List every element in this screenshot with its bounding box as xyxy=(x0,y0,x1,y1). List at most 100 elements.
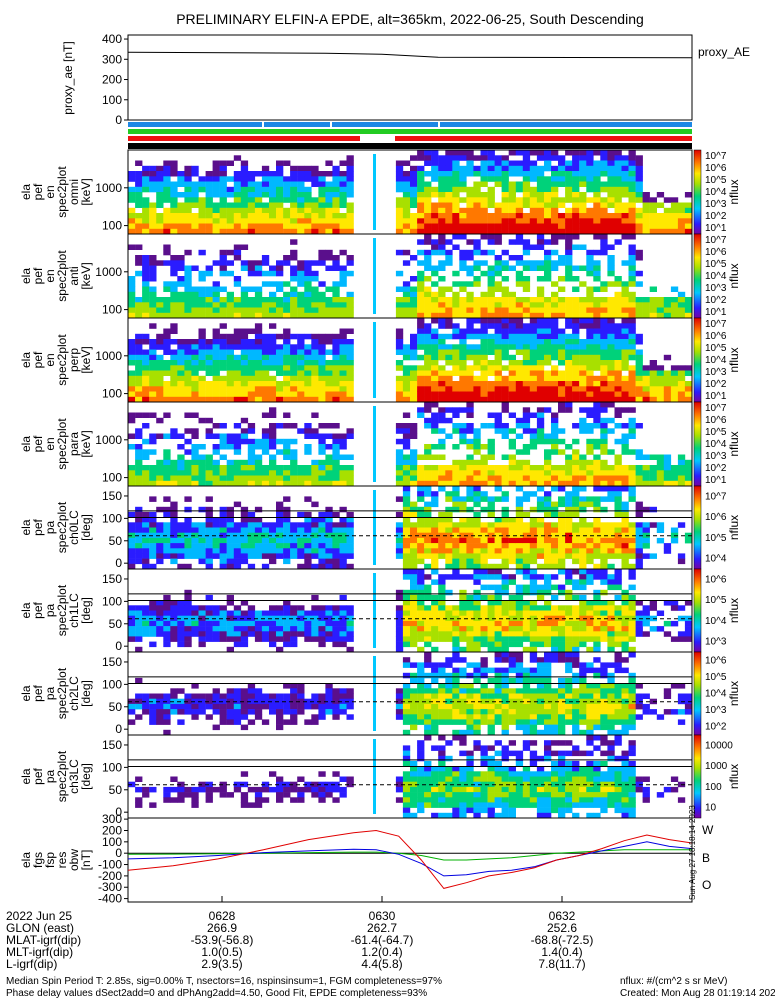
spectrogram-cell xyxy=(431,532,439,539)
spectrogram-cell xyxy=(480,391,488,397)
spectrogram-cell xyxy=(247,548,256,554)
spectrogram-cell xyxy=(261,354,270,361)
spectrogram-cell xyxy=(311,433,319,439)
spectrogram-cell xyxy=(219,312,227,319)
spectrogram-cell xyxy=(311,207,319,214)
spectrogram-cell xyxy=(670,620,679,627)
spectrogram-cell xyxy=(269,207,277,214)
spectrogram-cell xyxy=(600,244,608,250)
spectrogram-cell xyxy=(219,255,227,261)
spectrogram-cell xyxy=(494,344,502,350)
spectrogram-cell xyxy=(410,391,418,397)
spectrogram-cell xyxy=(445,417,453,424)
spectrogram-cell xyxy=(219,386,227,392)
spectrogram-cell xyxy=(522,428,531,434)
spectrogram-cell xyxy=(663,470,672,476)
spectrogram-cell xyxy=(565,260,573,266)
spectrogram-cell xyxy=(522,600,531,606)
spectrogram-cell xyxy=(529,631,538,637)
spectrogram-cell xyxy=(269,532,277,539)
spectrogram-cell xyxy=(233,297,242,303)
spectrogram-cell xyxy=(304,537,312,544)
spectrogram-cell xyxy=(276,636,284,642)
spectrogram-cell xyxy=(572,553,580,559)
spectrogram-cell xyxy=(459,475,467,481)
spectrogram-cell xyxy=(247,615,256,622)
spectrogram-cell xyxy=(480,155,488,161)
spectrogram-cell xyxy=(684,302,693,308)
spectrogram-cell xyxy=(191,354,199,361)
spectrogram-cell xyxy=(438,375,446,382)
spectrogram-cell xyxy=(240,506,249,513)
spectrogram-cell xyxy=(593,412,601,418)
spectrogram-cell xyxy=(579,574,587,580)
spectrogram-cell xyxy=(480,506,488,513)
spectrogram-cell xyxy=(417,579,425,585)
spectrogram-cell xyxy=(586,223,594,229)
spectrogram-cell xyxy=(452,470,460,476)
spectrogram-cell xyxy=(438,323,446,329)
spectrogram-cell xyxy=(586,349,594,355)
spectrogram-cell xyxy=(184,291,192,298)
spectrogram-cell xyxy=(332,197,340,203)
spectrogram-cell xyxy=(494,255,502,261)
spectrogram-cell xyxy=(410,589,418,596)
spectrogram-cell xyxy=(473,186,481,193)
spectrogram-cell xyxy=(473,433,481,439)
spectrogram-cell xyxy=(438,260,446,266)
spectrogram-cell xyxy=(579,370,587,376)
spectrogram-cell xyxy=(473,574,481,580)
spectrogram-cell xyxy=(128,396,136,403)
spectrogram-cell xyxy=(558,584,566,591)
spectrogram-cell xyxy=(142,165,150,172)
spectrogram-cell xyxy=(466,423,474,429)
spectrogram-cell xyxy=(586,171,594,177)
spectrogram-cell xyxy=(304,165,312,172)
spectrogram-cell xyxy=(318,511,326,518)
spectrogram-cell xyxy=(191,480,199,487)
spectrogram-cell xyxy=(402,589,411,596)
spectrogram-cell xyxy=(247,386,256,392)
spectrogram-cell xyxy=(191,605,199,611)
spectrogram-cell xyxy=(339,444,347,450)
spectrogram-cell xyxy=(494,228,502,235)
spectrogram-cell xyxy=(184,181,192,187)
spectrogram-cell xyxy=(219,302,227,308)
spectrogram-cell xyxy=(297,291,305,298)
spectrogram-cell xyxy=(142,470,150,476)
spectrogram-cell xyxy=(438,579,446,585)
spectrogram-cell xyxy=(276,365,284,371)
spectrogram-cell xyxy=(424,276,432,282)
spectrogram-cell xyxy=(579,160,587,166)
spectrogram-cell xyxy=(177,444,185,450)
spectrogram-cell xyxy=(480,548,488,554)
spectrogram-cell xyxy=(551,594,559,601)
spectrogram-cell xyxy=(558,537,566,544)
spectrogram-cell xyxy=(283,297,291,303)
spectrogram-cell xyxy=(184,615,192,622)
spectrogram-cell xyxy=(551,574,559,580)
spectrogram-cell xyxy=(149,396,157,403)
spectrogram-cell xyxy=(607,428,615,434)
spectrogram-cell xyxy=(424,370,432,376)
spectrogram-cell xyxy=(410,339,418,345)
spectrogram-cell xyxy=(177,703,185,710)
spectrogram-cell xyxy=(508,171,516,177)
spectrogram-cell xyxy=(170,360,178,366)
spectrogram-cell xyxy=(261,698,270,705)
spectrogram-cell xyxy=(593,569,601,575)
spectrogram-cell xyxy=(607,375,615,382)
spectrogram-cell xyxy=(346,386,354,392)
spectrogram-cell xyxy=(529,626,538,632)
spectrogram-cell xyxy=(395,636,404,642)
panel-label-line: ch1LC xyxy=(67,593,81,628)
spectrogram-cell xyxy=(515,181,524,187)
spectrogram-cell xyxy=(607,265,615,271)
spectrogram-cell xyxy=(269,381,277,387)
spectrogram-cell xyxy=(417,323,425,329)
spectrogram-cell xyxy=(170,339,178,345)
spectrogram-cell xyxy=(607,160,615,166)
spectrogram-cell xyxy=(170,511,178,518)
spectrogram-cell xyxy=(205,693,213,699)
spectrogram-cell xyxy=(424,553,432,559)
